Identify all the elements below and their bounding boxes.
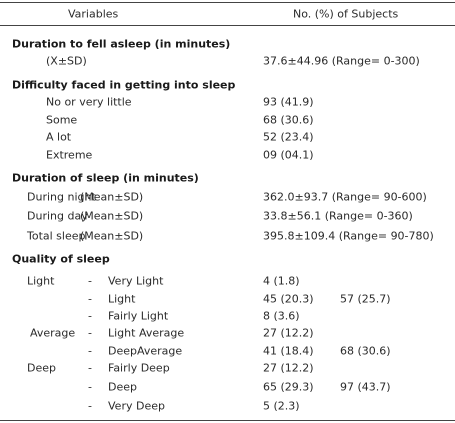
section-title: Duration to fell asleep (in minutes) (12, 37, 231, 51)
row-stat: (Mean±SD) (80, 190, 144, 204)
row-label: A lot (46, 130, 72, 144)
row-total: 97 (43.7) (340, 380, 391, 394)
row-label: Very Deep (108, 399, 165, 413)
dash: - (88, 292, 92, 306)
row-stat: (Mean±SD) (80, 229, 144, 243)
section-title: Duration of sleep (in minutes) (12, 171, 199, 185)
row-value: 93 (41.9) (263, 95, 314, 109)
dash: - (88, 344, 92, 358)
row-value: 362.0±93.7 (Range= 90-600) (263, 190, 427, 204)
top-rule (0, 2, 455, 3)
row-value: 27 (12.2) (263, 361, 314, 375)
row-label: Total sleep (27, 229, 86, 243)
row-value: 27 (12.2) (263, 326, 314, 340)
group-label: Light (27, 274, 55, 288)
row-label: Very Light (108, 274, 164, 288)
row-value: 33.8±56.1 (Range= 0-360) (263, 209, 413, 223)
header-subjects: No. (%) of Subjects (293, 7, 399, 21)
dash: - (88, 361, 92, 375)
row-label: Fairly Light (108, 309, 169, 323)
row-label: During day (27, 209, 88, 223)
row-label: (X±SD) (46, 54, 87, 68)
row-label: No or very little (46, 95, 132, 109)
row-value: 45 (20.3) (263, 292, 314, 306)
row-value: 37.6±44.96 (Range= 0-300) (263, 54, 420, 68)
group-label: Average (30, 326, 76, 340)
dash: - (88, 380, 92, 394)
row-value: 395.8±109.4 (Range= 90-780) (263, 229, 434, 243)
dash: - (88, 274, 92, 288)
row-label: Some (46, 113, 78, 127)
row-value: 68 (30.6) (263, 113, 314, 127)
row-value: 65 (29.3) (263, 380, 314, 394)
row-label: Deep (108, 380, 137, 394)
row-label: During night (27, 190, 96, 204)
dash: - (88, 399, 92, 413)
group-label: Deep (27, 361, 56, 375)
row-label: Light (108, 292, 136, 306)
row-label: Fairly Deep (108, 361, 170, 375)
bottom-rule (0, 420, 455, 421)
section-title: Difficulty faced in getting into sleep (12, 78, 236, 92)
row-value: 52 (23.4) (263, 130, 314, 144)
dash: - (88, 309, 92, 323)
row-value: 5 (2.3) (263, 399, 300, 413)
row-value: 41 (18.4) (263, 344, 314, 358)
header-variables: Variables (68, 7, 119, 21)
row-label: DeepAverage (108, 344, 183, 358)
row-total: 68 (30.6) (340, 344, 391, 358)
row-value: 09 (04.1) (263, 148, 314, 162)
row-label: Extreme (46, 148, 93, 162)
row-stat: (Mean±SD) (80, 209, 144, 223)
row-value: 4 (1.8) (263, 274, 300, 288)
header-rule (0, 25, 455, 26)
section-title: Quality of sleep (12, 252, 110, 266)
row-value: 8 (3.6) (263, 309, 300, 323)
row-label: Light Average (108, 326, 185, 340)
row-total: 57 (25.7) (340, 292, 391, 306)
dash: - (88, 326, 92, 340)
